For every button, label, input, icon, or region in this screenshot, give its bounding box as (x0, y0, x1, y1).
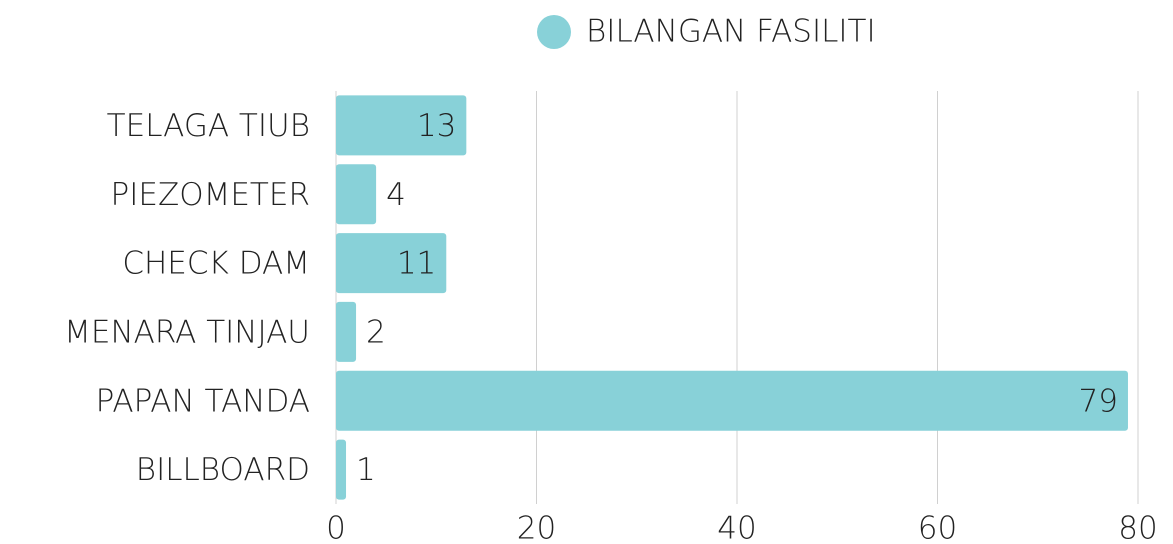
data-label: 79 (1079, 383, 1118, 419)
data-label: 11 (397, 246, 436, 282)
data-label: 1 (356, 452, 376, 488)
data-label: 4 (386, 177, 406, 213)
legend-label: BILANGAN FASILITI (586, 14, 876, 50)
data-label: 2 (366, 314, 386, 350)
y-tick-label: TELAGA TIUB (107, 108, 310, 144)
y-tick-label: PAPAN TANDA (96, 383, 310, 419)
bar (336, 95, 467, 156)
y-tick-label: MENARA TINJAU (64, 314, 310, 350)
data-label: 13 (417, 108, 456, 144)
y-tick-label: PIEZOMETER (111, 177, 310, 213)
y-tick-label: BILLBOARD (136, 452, 310, 488)
bar (336, 301, 357, 362)
x-tick-label: 40 (717, 511, 756, 544)
bar (336, 233, 447, 294)
bar (336, 439, 347, 500)
x-tick-label: 60 (918, 511, 957, 544)
x-tick-label: 20 (517, 511, 556, 544)
x-tick-label: 0 (326, 511, 346, 544)
bar (336, 164, 377, 225)
bar (336, 370, 1128, 431)
legend-marker (537, 15, 571, 49)
y-tick-label: CHECK DAM (122, 246, 310, 282)
x-tick-label: 80 (1118, 511, 1157, 544)
